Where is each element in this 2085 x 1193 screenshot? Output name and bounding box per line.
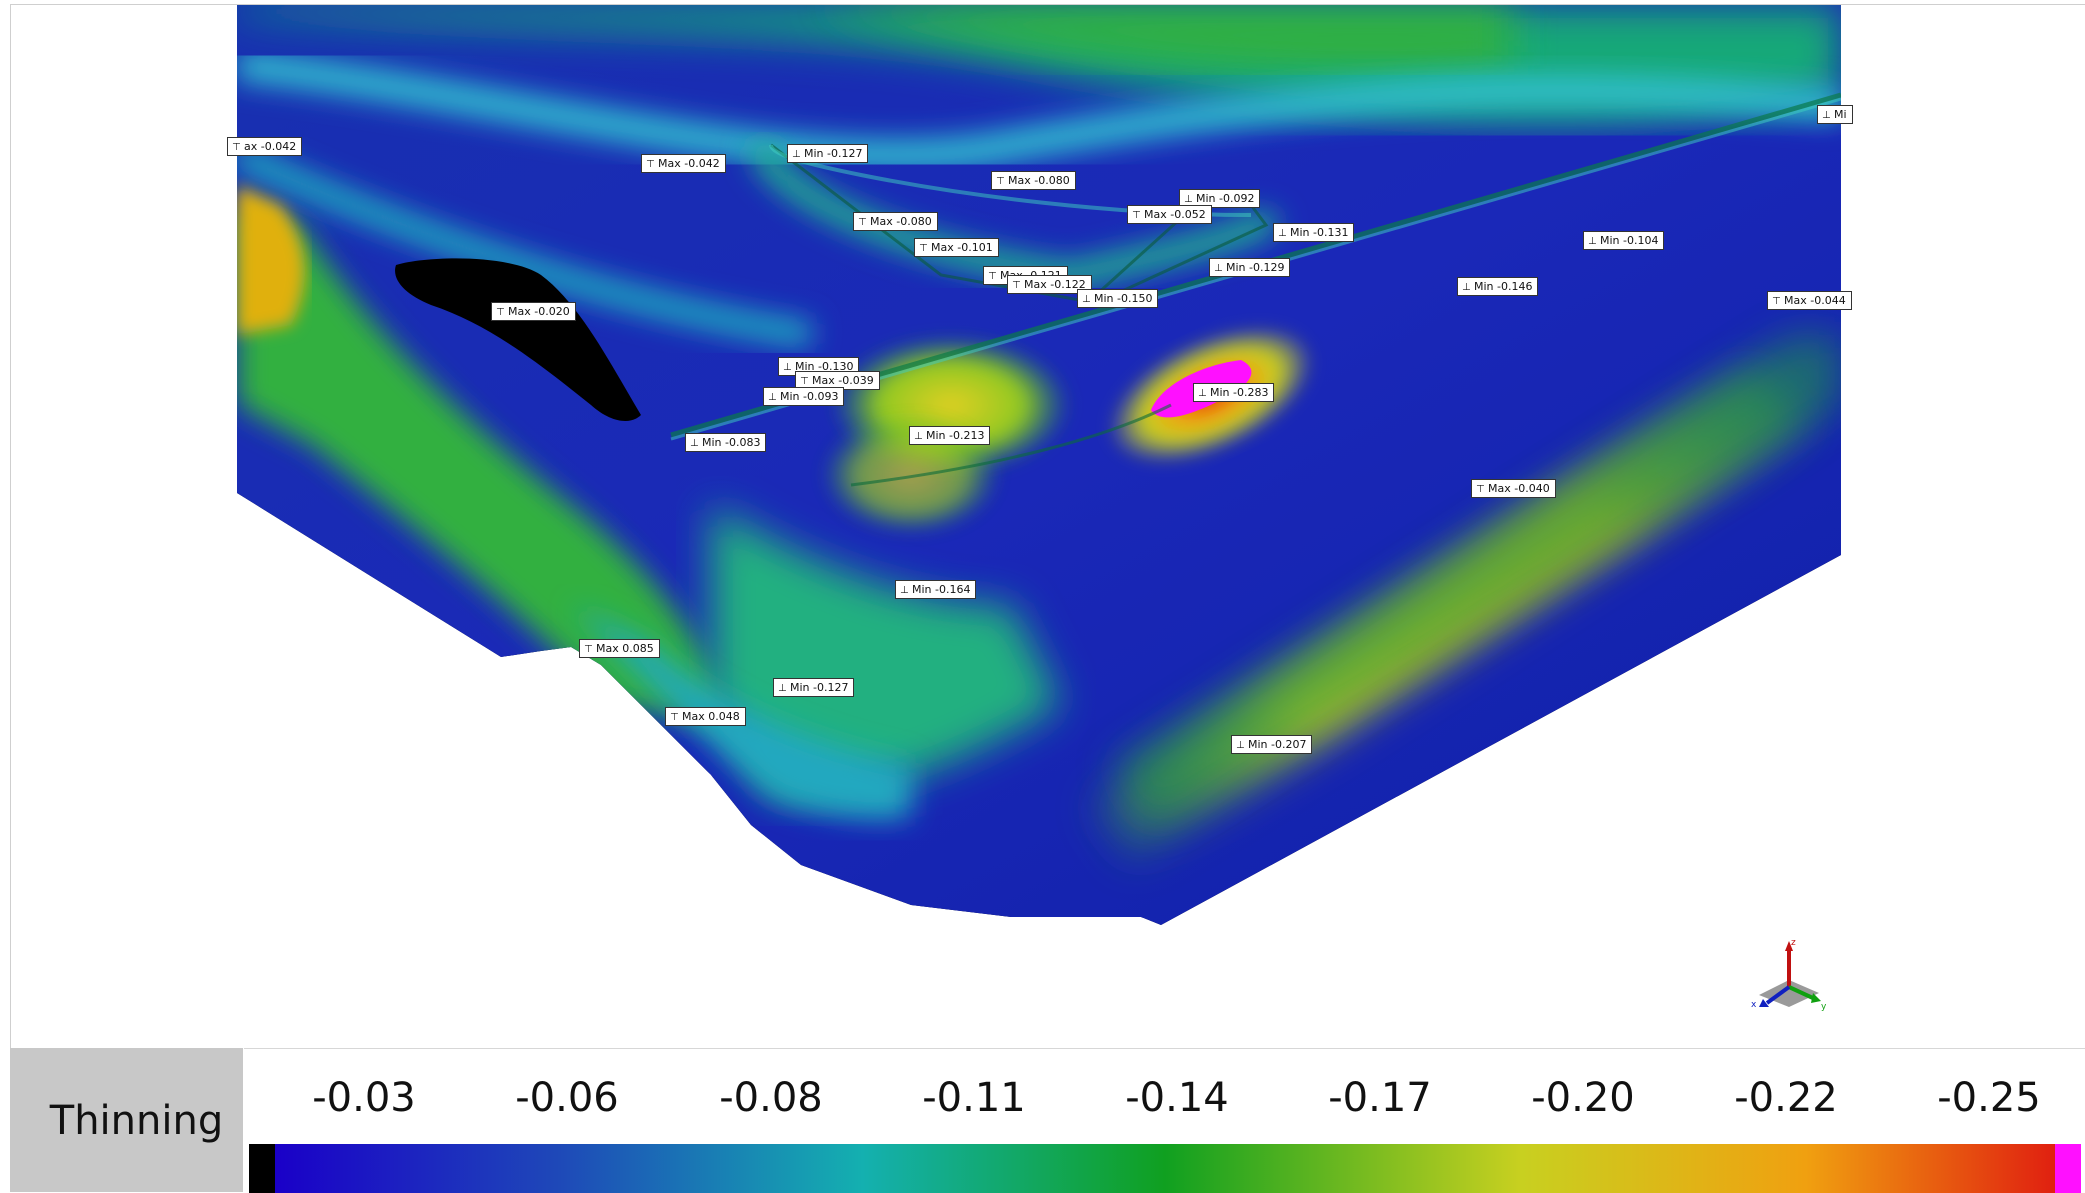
axis-y-label: y bbox=[1821, 1002, 1827, 1012]
gradient-bar bbox=[275, 1144, 2055, 1193]
annotation-tag[interactable]: ⊥ Min -0.093 bbox=[763, 387, 845, 406]
annotation-tag[interactable]: ⊤ Max -0.052 bbox=[1127, 205, 1212, 224]
annotation-tag[interactable]: ⊤ Max -0.020 bbox=[491, 302, 576, 321]
annotation-tag[interactable]: ⊤ Max -0.044 bbox=[1767, 291, 1852, 310]
annotation-tag[interactable]: ⊤ Max -0.080 bbox=[991, 171, 1076, 190]
legend-tick: -0.06 bbox=[515, 1075, 619, 1121]
max-marker-icon: ⊤ bbox=[988, 271, 997, 282]
min-marker-icon: ⊥ bbox=[783, 362, 792, 373]
annotation-tag[interactable]: ⊤ Max 0.085 bbox=[579, 639, 660, 658]
color-legend: Thinning -0.03 -0.06 -0.08 -0.11 -0.14 -… bbox=[10, 1048, 2085, 1193]
annotation-tag[interactable]: ⊥ Min -0.083 bbox=[685, 433, 767, 452]
max-marker-icon: ⊤ bbox=[1772, 296, 1781, 307]
annotation-tag[interactable]: ⊤ Max -0.080 bbox=[853, 212, 938, 231]
max-marker-icon: ⊤ bbox=[1012, 280, 1021, 291]
annotation-tag[interactable]: ⊥ Min -0.150 bbox=[1077, 289, 1159, 308]
min-marker-icon: ⊥ bbox=[690, 438, 699, 449]
3d-viewport[interactable]: ⊤ ax -0.042 ⊤ Max -0.042 ⊥ Min -0.127 ⊤ Max … bbox=[10, 4, 2085, 1049]
min-marker-icon: ⊥ bbox=[1198, 388, 1207, 399]
max-marker-icon: ⊤ bbox=[584, 644, 593, 655]
legend-tick: -0.22 bbox=[1734, 1075, 1838, 1121]
legend-scale: -0.03 -0.06 -0.08 -0.11 -0.14 -0.17 -0.2… bbox=[244, 1048, 2085, 1193]
legend-title: Thinning bbox=[49, 1098, 224, 1144]
annotation-tag[interactable]: ⊥ Min -0.127 bbox=[787, 144, 869, 163]
legend-tick: -0.17 bbox=[1328, 1075, 1432, 1121]
annotation-tag[interactable]: ⊥ Min -0.283 bbox=[1193, 383, 1275, 402]
min-marker-icon: ⊥ bbox=[778, 683, 787, 694]
min-marker-icon: ⊥ bbox=[1184, 194, 1193, 205]
annotation-tag[interactable]: ⊥ Min -0.129 bbox=[1209, 258, 1291, 277]
annotation-tag[interactable]: ⊥ Min -0.104 bbox=[1583, 231, 1665, 250]
max-marker-icon: ⊤ bbox=[919, 243, 928, 254]
trim-cutout bbox=[395, 258, 641, 421]
annotation-tag[interactable]: ⊥ Min -0.127 bbox=[773, 678, 855, 697]
annotation-tag[interactable]: ⊤ Max -0.042 bbox=[641, 154, 726, 173]
legend-tick: -0.14 bbox=[1125, 1075, 1229, 1121]
min-marker-icon: ⊥ bbox=[1082, 294, 1091, 305]
max-marker-icon: ⊤ bbox=[496, 307, 505, 318]
legend-tick: -0.08 bbox=[719, 1075, 823, 1121]
annotation-tag[interactable]: ⊥ Min -0.213 bbox=[909, 426, 991, 445]
annotation-tag[interactable]: ⊥ Min -0.131 bbox=[1273, 223, 1355, 242]
annotation-tag[interactable]: ⊤ ax -0.042 bbox=[227, 137, 303, 156]
below-range-swatch bbox=[249, 1144, 275, 1193]
legend-tick: -0.03 bbox=[312, 1075, 416, 1121]
legend-title-box bbox=[10, 1048, 243, 1192]
legend-tick: -0.11 bbox=[922, 1075, 1026, 1121]
legend-tick: -0.20 bbox=[1531, 1075, 1635, 1121]
max-marker-icon: ⊤ bbox=[232, 142, 241, 153]
min-marker-icon: ⊥ bbox=[1236, 740, 1245, 751]
max-marker-icon: ⊤ bbox=[1476, 484, 1485, 495]
max-marker-icon: ⊤ bbox=[800, 376, 809, 387]
min-marker-icon: ⊥ bbox=[1214, 263, 1223, 274]
annotation-tag[interactable]: ⊤ Max 0.048 bbox=[665, 707, 746, 726]
annotation-tag[interactable]: ⊤ Max -0.040 bbox=[1471, 479, 1556, 498]
contour-surface bbox=[237, 5, 1841, 925]
min-marker-icon: ⊥ bbox=[1822, 110, 1831, 121]
min-marker-icon: ⊥ bbox=[792, 149, 801, 160]
colorbar bbox=[249, 1144, 2081, 1193]
annotation-tag[interactable]: ⊥ Min -0.092 bbox=[1179, 189, 1261, 208]
max-marker-icon: ⊤ bbox=[646, 159, 655, 170]
annotation-tag[interactable]: ⊤ Max -0.101 bbox=[914, 238, 999, 257]
annotation-tag[interactable]: ⊥ Min -0.164 bbox=[895, 580, 977, 599]
thinning-contour-mesh[interactable] bbox=[11, 5, 2085, 1049]
min-marker-icon: ⊥ bbox=[768, 392, 777, 403]
above-range-swatch bbox=[2055, 1144, 2081, 1193]
max-marker-icon: ⊤ bbox=[996, 176, 1005, 187]
axis-z-label: z bbox=[1791, 938, 1796, 948]
annotation-tag[interactable]: ⊥ Min -0.207 bbox=[1231, 735, 1313, 754]
min-marker-icon: ⊥ bbox=[1588, 236, 1597, 247]
axis-triad-icon[interactable]: z y x bbox=[1749, 935, 1839, 1015]
min-marker-icon: ⊥ bbox=[914, 431, 923, 442]
annotation-tag[interactable]: ⊥ Min -0.146 bbox=[1457, 277, 1539, 296]
max-marker-icon: ⊤ bbox=[1132, 210, 1141, 221]
max-marker-icon: ⊤ bbox=[858, 217, 867, 228]
legend-tick: -0.25 bbox=[1937, 1075, 2041, 1121]
annotation-tag[interactable]: ⊥ Mi bbox=[1817, 105, 1853, 124]
max-marker-icon: ⊤ bbox=[670, 712, 679, 723]
min-marker-icon: ⊥ bbox=[1462, 282, 1471, 293]
min-marker-icon: ⊥ bbox=[900, 585, 909, 596]
min-marker-icon: ⊥ bbox=[1278, 228, 1287, 239]
axis-x-label: x bbox=[1751, 1000, 1757, 1010]
annotation-tag[interactable]: ⊤ Max -0.122 bbox=[1007, 275, 1092, 294]
